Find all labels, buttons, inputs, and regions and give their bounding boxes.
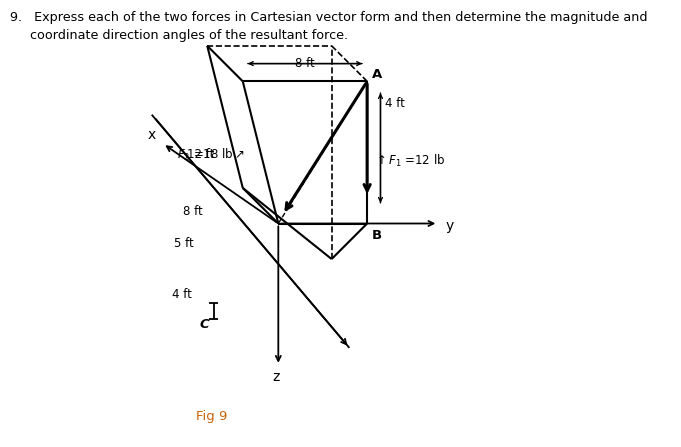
Text: $\uparrow$$F_1$ =12 lb: $\uparrow$$F_1$ =12 lb	[374, 153, 445, 169]
Text: $F_2$ =18 lb$\nearrow$: $F_2$ =18 lb$\nearrow$	[177, 147, 245, 163]
Text: 12 ft: 12 ft	[187, 148, 214, 161]
Text: 4 ft: 4 ft	[172, 288, 191, 301]
Text: y: y	[445, 219, 454, 233]
Text: 9.   Express each of the two forces in Cartesian vector form and then determine : 9. Express each of the two forces in Car…	[10, 11, 648, 24]
Text: B: B	[372, 229, 382, 242]
Text: 8 ft: 8 ft	[295, 57, 315, 70]
Text: 8 ft: 8 ft	[183, 205, 203, 218]
Text: 5 ft: 5 ft	[174, 237, 193, 250]
Text: 4 ft: 4 ft	[385, 97, 405, 110]
Text: C: C	[200, 318, 209, 331]
Text: Fig 9: Fig 9	[196, 410, 227, 423]
Text: x: x	[148, 128, 156, 142]
Text: z: z	[272, 370, 280, 384]
Text: coordinate direction angles of the resultant force.: coordinate direction angles of the resul…	[10, 29, 349, 42]
Text: A: A	[372, 68, 382, 81]
